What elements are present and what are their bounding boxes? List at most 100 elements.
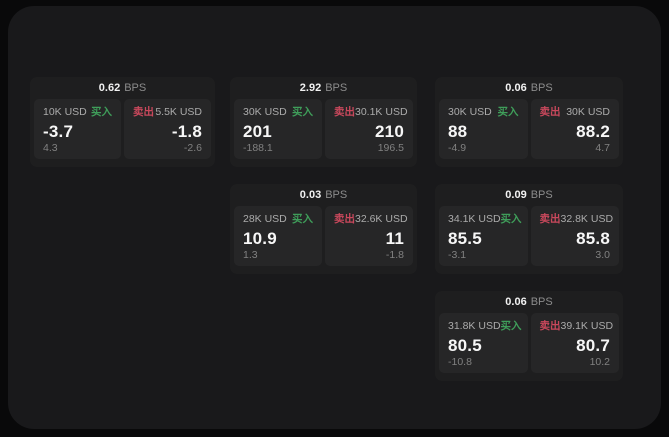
price-panels: 30K USD 买入 201 -188.1 卖出 30.1K USD 210 1…	[230, 99, 417, 163]
buy-panel-header: 31.8K USD 买入	[448, 320, 522, 333]
sell-amount: 32.8K USD	[560, 213, 614, 225]
buy-price: 201	[243, 122, 272, 141]
quote-card: 0.03 BPS 28K USD 买入 10.9 1.3 卖出 32.6K US…	[230, 184, 417, 274]
price-panels: 34.1K USD 买入 85.5 -3.1 卖出 32.8K USD 85.8…	[435, 206, 623, 270]
sell-tag: 卖出	[334, 106, 355, 118]
buy-amount: 28K USD	[243, 213, 287, 225]
buy-sub-value: 4.3	[43, 142, 58, 154]
price-panels: 28K USD 买入 10.9 1.3 卖出 32.6K USD 11 -1.8	[230, 206, 417, 270]
bps-value: 0.03	[299, 189, 322, 201]
bps-unit: BPS	[530, 296, 553, 308]
card-header: 2.92 BPS	[230, 77, 417, 99]
sell-tag: 卖出	[133, 106, 154, 118]
bps-unit: BPS	[124, 82, 147, 94]
bps-unit: BPS	[325, 189, 348, 201]
sell-tag: 卖出	[334, 213, 355, 225]
buy-sub-value: -3.1	[448, 249, 467, 261]
buy-panel[interactable]: 10K USD 买入 -3.7 4.3	[34, 99, 121, 159]
sell-panel[interactable]: 卖出 30.1K USD 210 196.5	[325, 99, 413, 159]
sell-tag: 卖出	[539, 320, 561, 332]
sell-sub-value: -1.8	[385, 249, 404, 261]
sell-sub-value: 10.2	[589, 356, 610, 368]
sell-panel-header: 卖出 30.1K USD	[334, 106, 408, 119]
bps-unit: BPS	[325, 82, 348, 94]
quote-card: 0.62 BPS 10K USD 买入 -3.7 4.3 卖出 5.5K USD…	[30, 77, 215, 167]
card-header: 0.62 BPS	[30, 77, 215, 99]
sell-sub-value: 3.0	[595, 249, 610, 261]
quote-card: 0.06 BPS 31.8K USD 买入 80.5 -10.8 卖出 39.1…	[435, 291, 623, 381]
buy-panel-header: 30K USD 买入	[243, 106, 313, 119]
buy-price: 80.5	[448, 336, 482, 355]
buy-amount: 31.8K USD	[448, 320, 501, 332]
quote-card: 0.09 BPS 34.1K USD 买入 85.5 -3.1 卖出 32.8K…	[435, 184, 623, 274]
bps-unit: BPS	[530, 82, 553, 94]
price-panels: 30K USD 买入 88 -4.9 卖出 30K USD 88.2 4.7	[435, 99, 623, 163]
sell-price: -1.8	[171, 122, 202, 141]
bps-value: 0.06	[505, 82, 527, 94]
card-header: 0.09 BPS	[435, 184, 623, 206]
buy-tag: 买入	[500, 320, 522, 332]
sell-price: 88.2	[576, 122, 610, 141]
card-header: 0.06 BPS	[435, 77, 623, 99]
bps-value: 0.09	[505, 189, 527, 201]
sell-panel[interactable]: 卖出 39.1K USD 80.7 10.2	[530, 313, 619, 373]
card-header: 0.03 BPS	[230, 184, 417, 206]
sell-panel[interactable]: 卖出 32.6K USD 11 -1.8	[325, 206, 413, 266]
sell-panel-header: 卖出 32.8K USD	[539, 213, 614, 226]
sell-panel-header: 卖出 39.1K USD	[539, 320, 614, 333]
buy-amount: 30K USD	[448, 106, 492, 118]
sell-amount: 32.6K USD	[355, 213, 408, 225]
sell-price: 11	[385, 229, 404, 248]
buy-panel[interactable]: 31.8K USD 买入 80.5 -10.8	[439, 313, 528, 373]
sell-amount: 30.1K USD	[355, 106, 408, 118]
sell-panel[interactable]: 卖出 30K USD 88.2 4.7	[530, 99, 619, 159]
buy-amount: 34.1K USD	[448, 213, 501, 225]
buy-sub-value: -4.9	[448, 142, 467, 154]
buy-sub-value: -10.8	[448, 356, 472, 368]
sell-price: 210	[375, 122, 404, 141]
buy-price: 88	[448, 122, 468, 141]
buy-panel[interactable]: 28K USD 买入 10.9 1.3	[234, 206, 322, 266]
buy-panel[interactable]: 30K USD 买入 201 -188.1	[234, 99, 322, 159]
bps-value: 0.06	[505, 296, 527, 308]
price-panels: 10K USD 买入 -3.7 4.3 卖出 5.5K USD -1.8 -2.…	[30, 99, 215, 163]
sell-panel-header: 卖出 5.5K USD	[133, 106, 202, 119]
sell-panel[interactable]: 卖出 32.8K USD 85.8 3.0	[530, 206, 619, 266]
buy-price: 85.5	[448, 229, 482, 248]
sell-panel-header: 卖出 32.6K USD	[334, 213, 408, 226]
sell-tag: 卖出	[539, 213, 561, 225]
sell-sub-value: 4.7	[595, 142, 610, 154]
buy-amount: 30K USD	[243, 106, 287, 118]
buy-sub-value: -188.1	[243, 142, 273, 154]
sell-amount: 5.5K USD	[155, 106, 202, 118]
sell-amount: 39.1K USD	[560, 320, 614, 332]
bps-value: 0.62	[98, 82, 121, 94]
bps-unit: BPS	[530, 189, 553, 201]
sell-price: 80.7	[576, 336, 610, 355]
sell-panel-header: 卖出 30K USD	[540, 106, 611, 119]
price-panels: 31.8K USD 买入 80.5 -10.8 卖出 39.1K USD 80.…	[435, 313, 623, 377]
buy-panel-header: 28K USD 买入	[243, 213, 313, 226]
buy-panel[interactable]: 34.1K USD 买入 85.5 -3.1	[439, 206, 528, 266]
sell-price: 85.8	[576, 229, 610, 248]
sell-panel[interactable]: 卖出 5.5K USD -1.8 -2.6	[124, 99, 211, 159]
buy-sub-value: 1.3	[243, 249, 258, 261]
sell-amount: 30K USD	[566, 106, 610, 118]
buy-price: 10.9	[243, 229, 277, 248]
sell-tag: 卖出	[539, 106, 561, 118]
buy-panel-header: 34.1K USD 买入	[448, 213, 522, 226]
buy-amount: 10K USD	[43, 106, 87, 118]
sell-sub-value: -2.6	[183, 142, 202, 154]
buy-tag: 买入	[292, 106, 313, 118]
buy-tag: 买入	[500, 213, 522, 225]
buy-tag: 买入	[91, 106, 112, 118]
buy-panel-header: 30K USD 买入	[448, 106, 519, 119]
buy-panel-header: 10K USD 买入	[43, 106, 112, 119]
buy-price: -3.7	[43, 122, 74, 141]
buy-tag: 买入	[292, 213, 313, 225]
quote-card: 0.06 BPS 30K USD 买入 88 -4.9 卖出 30K USD 8…	[435, 77, 623, 167]
bps-value: 2.92	[299, 82, 322, 94]
buy-panel[interactable]: 30K USD 买入 88 -4.9	[439, 99, 528, 159]
sell-sub-value: 196.5	[377, 142, 404, 154]
card-header: 0.06 BPS	[435, 291, 623, 313]
